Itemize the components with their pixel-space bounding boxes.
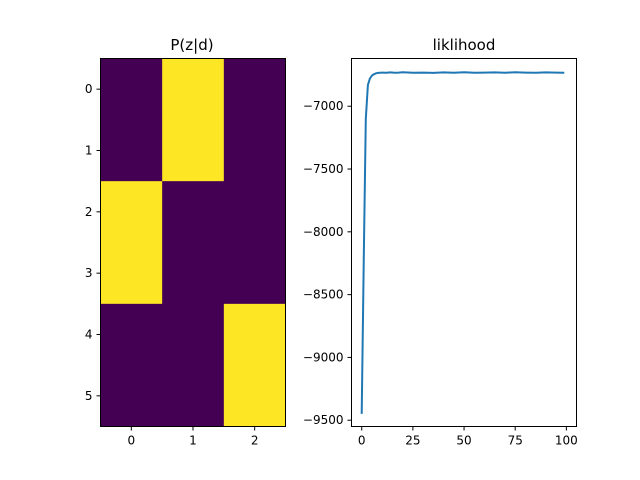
likelihood-title: liklihood (433, 36, 496, 54)
heatmap-cell-r3-c0 (100, 242, 163, 305)
heatmap-cell-r0-c0 (100, 58, 163, 121)
likelihood-x-tick-label: 75 (508, 434, 523, 448)
heatmap-cell-r4-c2 (223, 303, 286, 366)
heatmap-chart: P(z|d) 0 1 2 0 1 2 3 4 5 (85, 36, 286, 448)
likelihood-y-ticks: −9500 −9000 −8500 −8000 −7500 −7000 (303, 99, 352, 427)
likelihood-x-tick-label: 0 (358, 434, 366, 448)
heatmap-y-tick-label: 1 (85, 144, 93, 158)
likelihood-y-tick-label: −7000 (303, 99, 344, 113)
heatmap-y-tick-label: 0 (85, 82, 93, 96)
heatmap-cell-r5-c2 (223, 365, 286, 427)
heatmap-cell-r4-c1 (162, 303, 225, 366)
heatmap-cell-r2-c1 (162, 181, 225, 243)
likelihood-frame (351, 58, 577, 427)
likelihood-x-tick-label: 50 (456, 434, 471, 448)
heatmap-x-tick-label: 1 (189, 434, 197, 448)
heatmap-cell-r2-c2 (223, 181, 286, 243)
heatmap-title: P(z|d) (170, 36, 213, 54)
heatmap-cell-r5-c1 (162, 365, 225, 427)
heatmap-cell-r0-c1 (162, 58, 225, 121)
heatmap-cell-r3-c1 (162, 242, 225, 305)
likelihood-y-tick-label: −9000 (303, 350, 344, 364)
heatmap-cell-r5-c0 (100, 365, 163, 427)
heatmap-cell-r1-c2 (223, 119, 286, 182)
heatmap-x-tick-label: 0 (128, 434, 136, 448)
heatmap-x-tick-label: 2 (251, 434, 259, 448)
heatmap-cell-r4-c0 (100, 303, 163, 366)
heatmap-y-ticks: 0 1 2 3 4 5 (85, 82, 101, 403)
heatmap-cell-r1-c1 (162, 119, 225, 182)
heatmap-cell-r1-c0 (100, 119, 163, 182)
heatmap-y-tick-label: 5 (85, 389, 93, 403)
likelihood-y-tick-label: −8500 (303, 288, 344, 302)
heatmap-x-ticks: 0 1 2 (128, 426, 259, 448)
likelihood-y-tick-label: −9500 (303, 413, 344, 427)
heatmap-cell-r2-c0 (100, 181, 163, 243)
heatmap-cell-r3-c2 (223, 242, 286, 305)
likelihood-series-line (360, 71, 565, 414)
heatmap-y-tick-label: 2 (85, 205, 93, 219)
heatmap-cells (100, 58, 286, 427)
likelihood-y-tick-label: −7500 (303, 162, 344, 176)
likelihood-x-ticks: 0 25 50 75 100 (358, 426, 578, 448)
heatmap-cell-r0-c2 (223, 58, 286, 121)
likelihood-x-tick-label: 100 (555, 434, 578, 448)
heatmap-y-tick-label: 4 (85, 328, 93, 342)
likelihood-x-tick-label: 25 (405, 434, 420, 448)
heatmap-y-tick-label: 3 (85, 266, 93, 280)
likelihood-y-tick-label: −8000 (303, 225, 344, 239)
likelihood-chart: liklihood 0 25 50 75 100 −9500 −9000 −8500 −800… (303, 36, 578, 448)
